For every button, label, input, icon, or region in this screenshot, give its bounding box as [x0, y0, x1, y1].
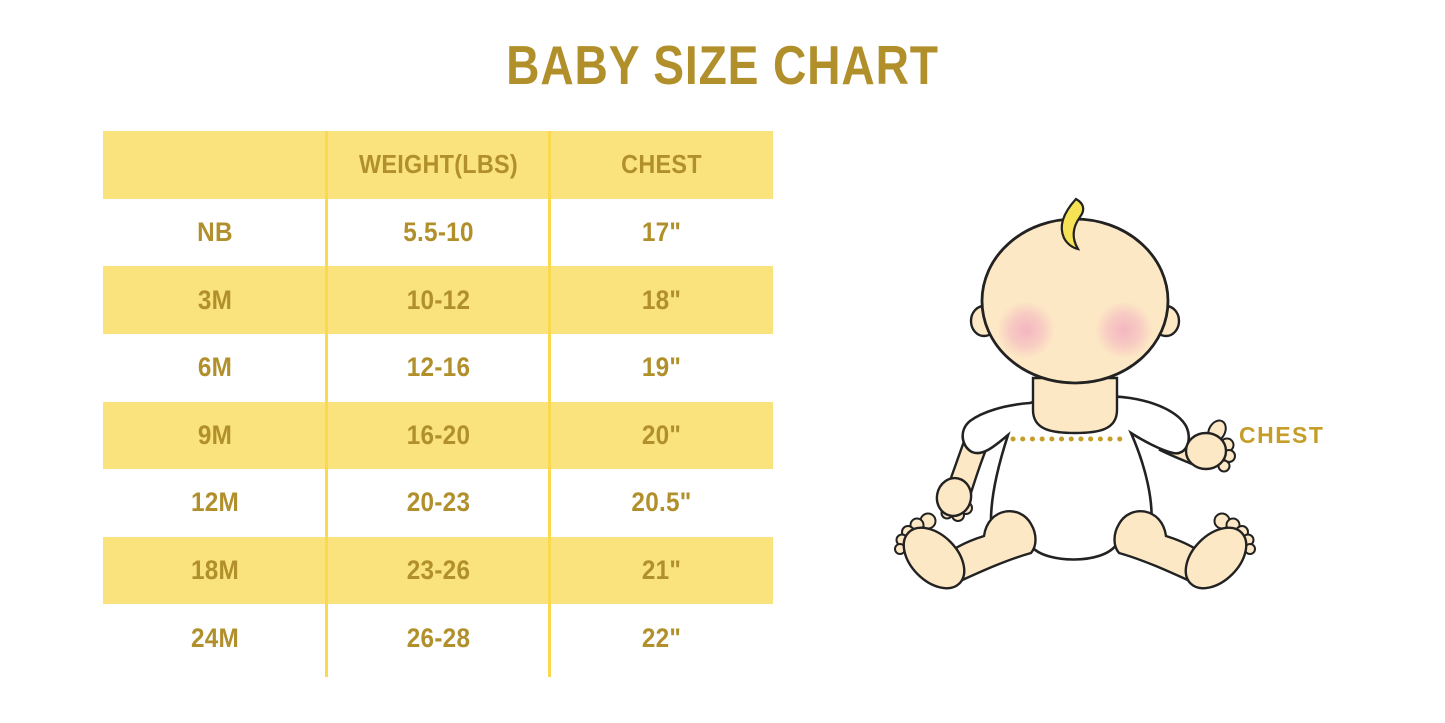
weight-cell: 16-20	[406, 419, 471, 450]
baby-hair-curl	[1060, 197, 1085, 251]
baby-illustration	[894, 197, 1256, 590]
baby-foot-right	[1184, 512, 1256, 590]
size-cell: 3M	[197, 284, 233, 315]
header-chest-column: CHEST	[621, 149, 702, 180]
table-header-row: WEIGHT(LBS) CHEST	[103, 131, 773, 199]
size-cell: 24M	[190, 622, 240, 653]
baby-cheek-left	[997, 301, 1055, 359]
table-row: 3M 10-12 18"	[103, 266, 773, 334]
weight-cell: 10-12	[406, 284, 471, 315]
header-weight-column: WEIGHT(LBS)	[359, 149, 518, 180]
table-row: 24M 26-28 22"	[103, 604, 773, 672]
chest-cell: 18"	[641, 284, 682, 315]
baby-fist-right	[1184, 419, 1236, 473]
size-cell: 6M	[197, 352, 233, 383]
table-row: NB 5.5-10 17"	[103, 199, 773, 267]
weight-cell: 26-28	[406, 622, 471, 653]
size-cell: NB	[197, 216, 233, 247]
size-cell: 12M	[190, 487, 240, 518]
baby-hand-left	[935, 476, 973, 522]
header-size-column	[114, 131, 316, 199]
table-row: 12M 20-23 20.5"	[103, 469, 773, 537]
chest-label: CHEST	[1239, 422, 1325, 448]
baby-cheek-right	[1095, 301, 1153, 359]
weight-cell: 23-26	[406, 555, 471, 586]
page-title: BABY SIZE CHART	[506, 34, 939, 96]
table-row: 6M 12-16 19"	[103, 334, 773, 402]
chest-cell: 22"	[641, 622, 682, 653]
column-divider	[548, 131, 551, 677]
chest-cell: 21"	[641, 555, 682, 586]
size-table: WEIGHT(LBS) CHEST NB 5.5-10 17" 3M 10-12…	[103, 131, 773, 677]
chest-cell: 19"	[641, 352, 682, 383]
chest-cell: 17"	[641, 216, 682, 247]
weight-cell: 5.5-10	[403, 216, 474, 247]
baby-foot-left	[894, 512, 966, 590]
column-divider	[325, 131, 328, 677]
weight-cell: 20-23	[406, 487, 471, 518]
size-cell: 18M	[190, 555, 240, 586]
chest-cell: 20"	[641, 419, 682, 450]
baby-neck	[1031, 376, 1119, 435]
weight-cell: 12-16	[406, 352, 471, 383]
table-row: 18M 23-26 21"	[103, 536, 773, 605]
table-row: 9M 16-20 20"	[103, 401, 773, 470]
chest-cell: 20.5"	[631, 487, 692, 518]
size-cell: 9M	[197, 419, 233, 450]
